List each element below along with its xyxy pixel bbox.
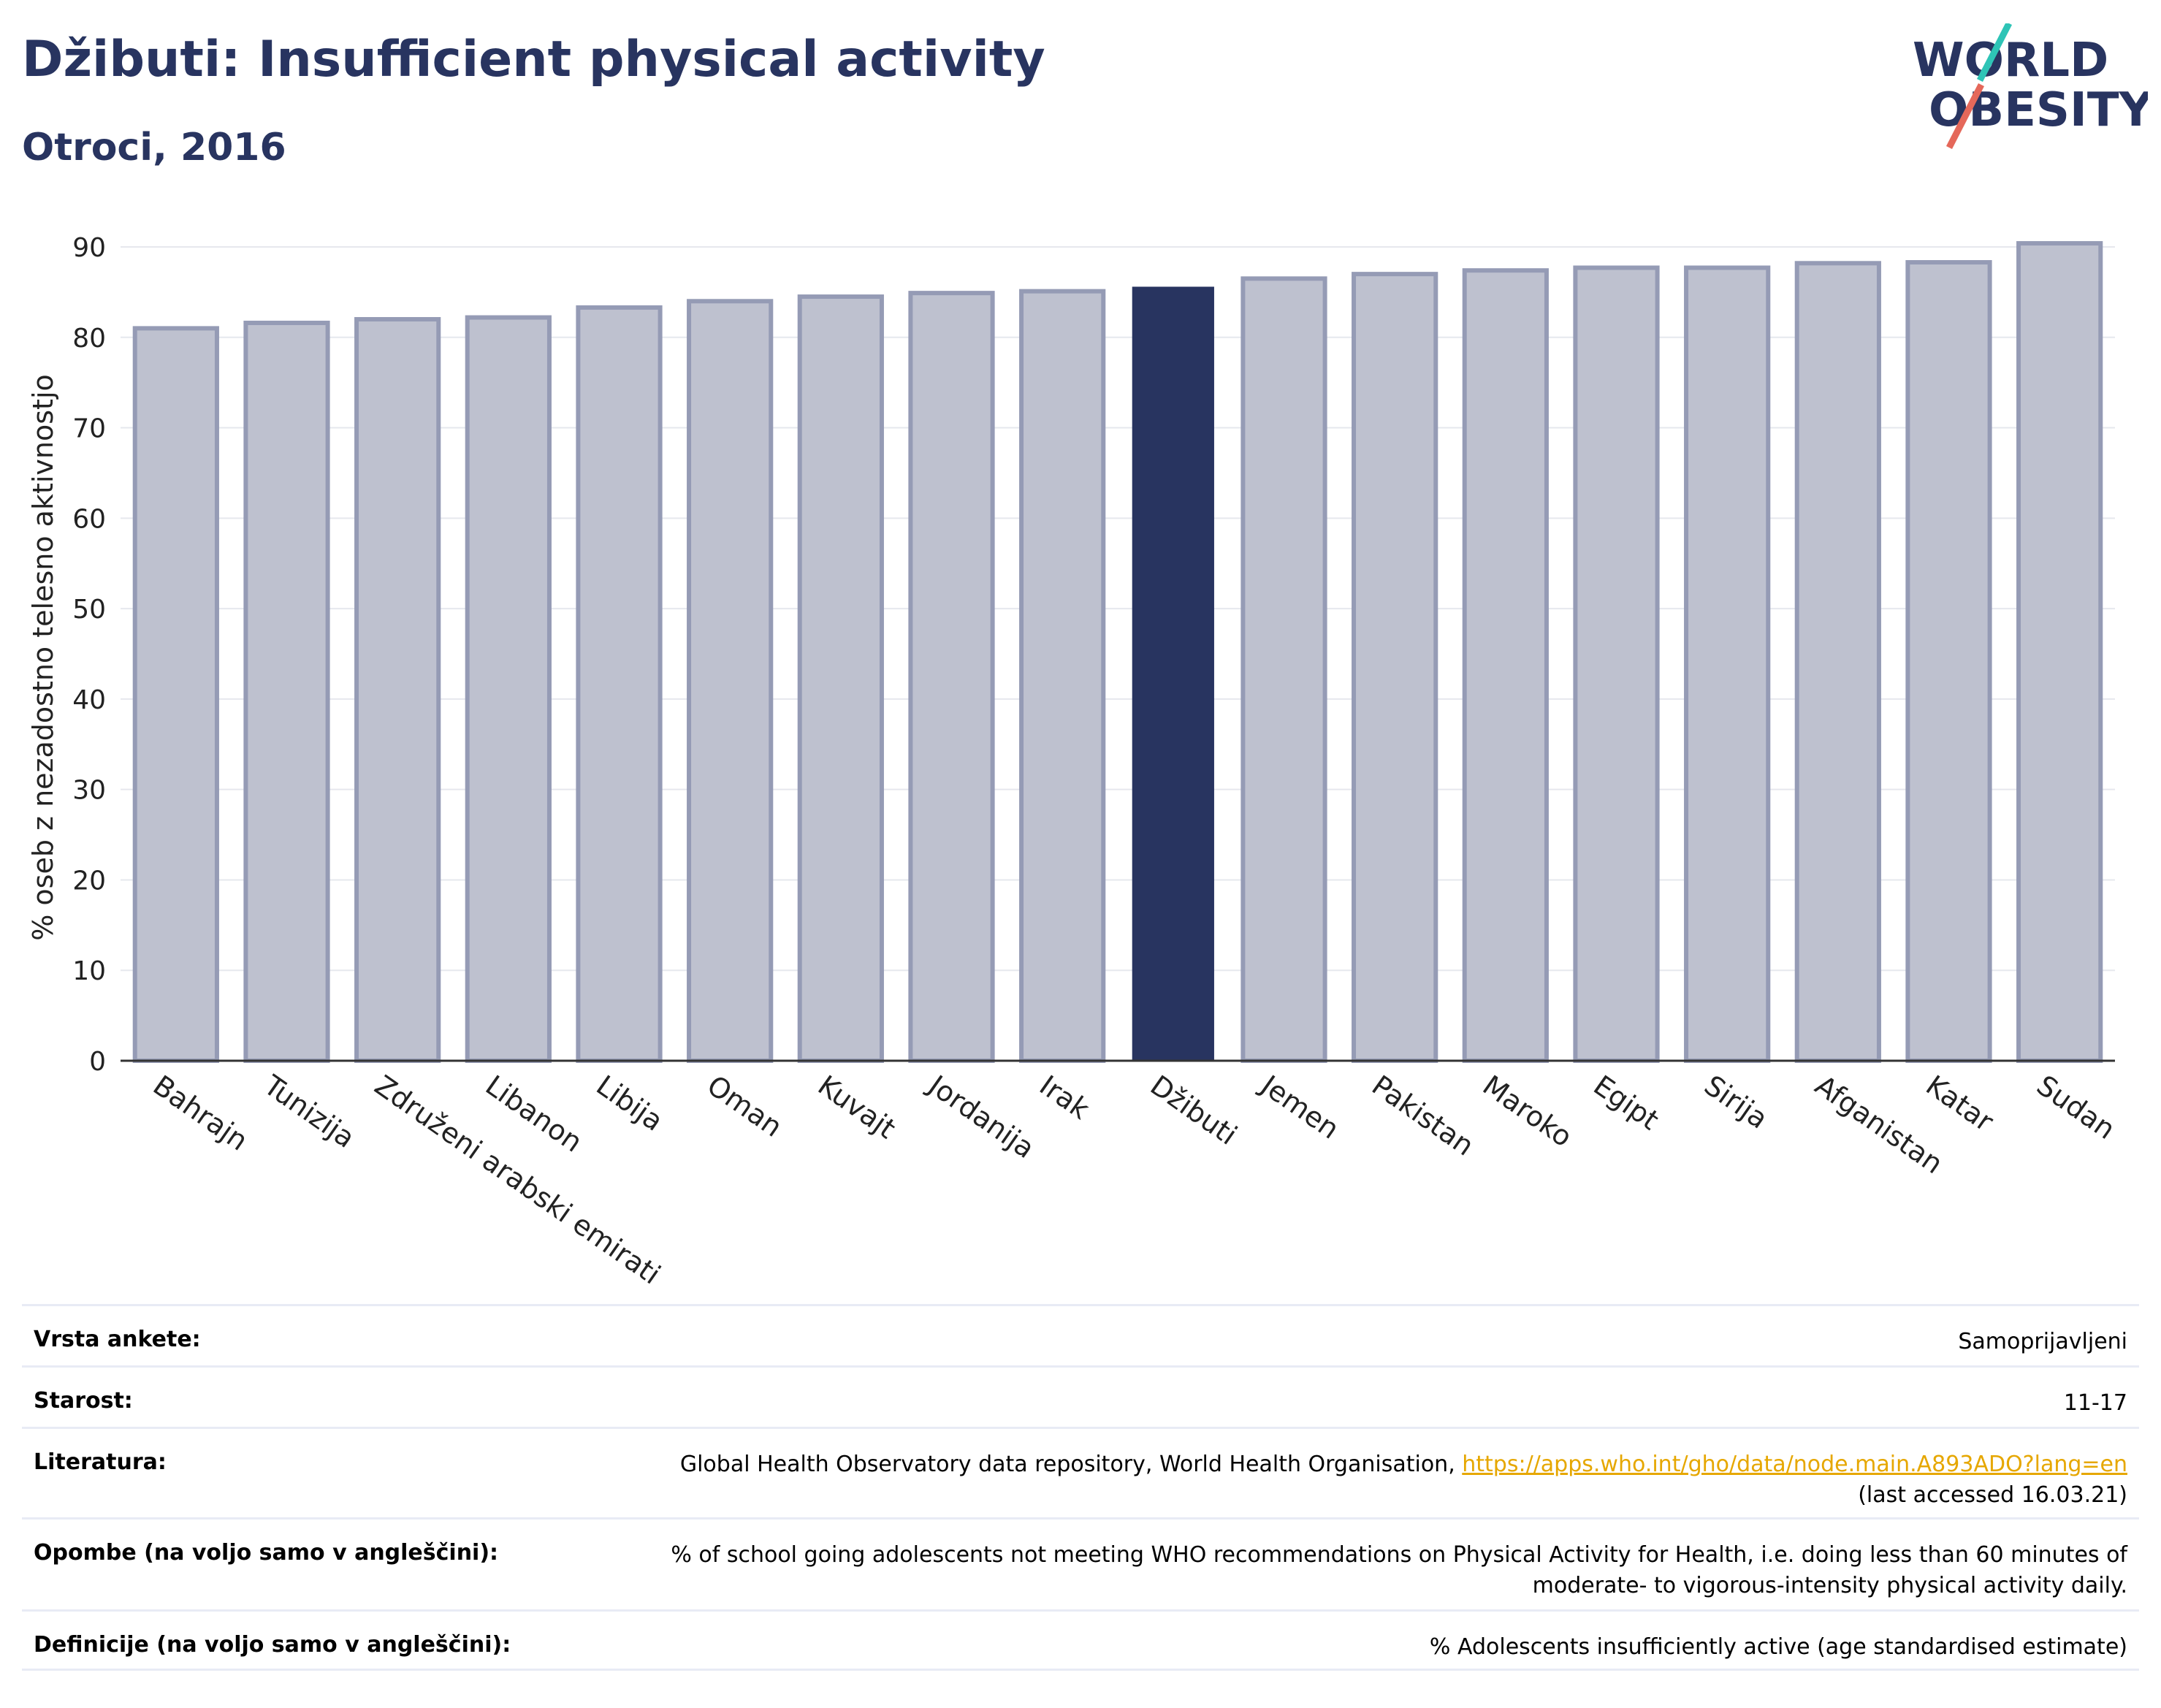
bars	[132, 241, 2103, 1064]
source-accessed: (last accessed 16.03.21)	[1858, 1482, 2127, 1508]
bar-katar	[1905, 260, 1992, 1063]
source-link[interactable]: https://apps.who.int/gho/data/node.main.…	[1462, 1452, 2127, 1477]
source-text: Global Health Observatory data repositor…	[679, 1452, 1463, 1477]
info-value: Samoprijavljeni	[1958, 1329, 2127, 1354]
info-label: Vrsta ankete:	[34, 1327, 201, 1352]
x-tick-label: Tunizija	[258, 1069, 361, 1154]
x-tick-label: Bahrajn	[148, 1069, 254, 1156]
x-tick-label: Kuvajt	[812, 1069, 902, 1145]
info-row-literature: Literatura: Global Health Observatory da…	[22, 1427, 2139, 1517]
logo-slash-coral	[1945, 83, 1985, 150]
bar-bahrajn	[132, 326, 219, 1063]
y-tick-label: 50	[72, 595, 106, 625]
page-subtitle: Otroci, 2016	[22, 126, 286, 169]
info-value: 11-17	[2063, 1390, 2127, 1416]
bar-tunizija	[243, 320, 330, 1063]
notes-line2: moderate- to vigorous-intensity physical…	[1532, 1573, 2127, 1598]
info-value: % of school going adolescents not meetin…	[671, 1540, 2127, 1601]
info-value: % Adolescents insufficiently active (age…	[1429, 1634, 2127, 1660]
y-tick-label: 60	[72, 504, 106, 534]
bar-libija	[576, 305, 663, 1063]
y-tick-labels: 0 10 20 30 40 50 60 70 80 90	[72, 233, 106, 1077]
world-obesity-logo: WORLD OBESITY	[1913, 23, 2148, 150]
info-row-definitions: Definicije (na voljo samo v angleščini):…	[22, 1609, 2139, 1671]
x-tick-label: Jemen	[1254, 1068, 1345, 1145]
x-tick-labels: Bahrajn Tunizija Združeni arabski emiratiL…	[148, 1068, 2122, 1286]
y-axis-label: % oseb z nezadostno telesno aktivnostjo	[27, 374, 59, 941]
x-tick-label: Libija	[590, 1069, 668, 1137]
bar-kuvajt	[797, 294, 884, 1064]
x-tick-label: Irak	[1034, 1069, 1095, 1125]
info-label: Opombe (na voljo samo v angleščini):	[34, 1540, 499, 1566]
bar-afganistan	[1794, 261, 1881, 1063]
x-tick-label: Egipt	[1588, 1069, 1664, 1136]
x-tick-label: Maroko	[1477, 1069, 1578, 1153]
y-tick-label: 0	[89, 1047, 106, 1077]
info-row-notes: Opombe (na voljo samo v angleščini): % o…	[22, 1517, 2139, 1609]
bar-libanon	[465, 315, 552, 1063]
x-tick-label: Katar	[1920, 1069, 2000, 1137]
info-label: Literatura:	[34, 1449, 167, 1475]
info-table: Vrsta ankete: Samoprijavljeni Starost: 1…	[22, 1304, 2139, 1671]
bar-irak	[1019, 289, 1106, 1063]
x-tick-label: Sirija	[1699, 1069, 1774, 1135]
bar-egipt	[1573, 265, 1660, 1064]
bar-džibuti	[1132, 286, 1214, 1061]
grid-lines	[121, 246, 2115, 972]
bar-združeni-arabski-emirati	[354, 317, 441, 1063]
y-tick-label: 90	[72, 233, 106, 263]
bar-jemen	[1240, 276, 1327, 1063]
y-tick-label: 70	[72, 414, 106, 444]
logo-line1: WORLD	[1913, 34, 2108, 88]
bar-sirija	[1684, 265, 1771, 1064]
bar-jordanija	[908, 291, 995, 1063]
y-tick-label: 30	[72, 776, 106, 806]
info-row-survey-type: Vrsta ankete: Samoprijavljeni	[22, 1304, 2139, 1365]
y-tick-label: 40	[72, 685, 106, 715]
bar-sudan	[2016, 241, 2103, 1064]
x-tick-label: Džibuti	[1145, 1069, 1243, 1151]
y-tick-label: 20	[72, 866, 106, 896]
x-tick-label: Sudan	[2031, 1069, 2121, 1145]
bar-oman	[687, 299, 774, 1063]
x-tick-label: Pakistan	[1366, 1069, 1480, 1162]
notes-line1: % of school going adolescents not meetin…	[671, 1542, 2127, 1568]
info-value: Global Health Observatory data repositor…	[680, 1449, 2127, 1511]
bar-pakistan	[1352, 272, 1438, 1064]
info-label: Definicije (na voljo samo v angleščini):	[34, 1632, 511, 1658]
bar-chart: 0 10 20 30 40 50 60 70 80 90 Bahrajn Tunizija Združ…	[27, 233, 2122, 1286]
logo-slash-teal	[1976, 23, 2013, 83]
x-tick-label: Oman	[701, 1069, 788, 1143]
bar-maroko	[1462, 268, 1549, 1063]
y-tick-label: 80	[72, 324, 106, 354]
info-label: Starost:	[34, 1388, 133, 1414]
page-title: Džibuti: Insufficient physical activity	[22, 31, 1045, 88]
info-row-age: Starost: 11-17	[22, 1365, 2139, 1427]
y-tick-label: 10	[72, 956, 106, 986]
x-tick-label: Jordanija	[922, 1068, 1040, 1164]
